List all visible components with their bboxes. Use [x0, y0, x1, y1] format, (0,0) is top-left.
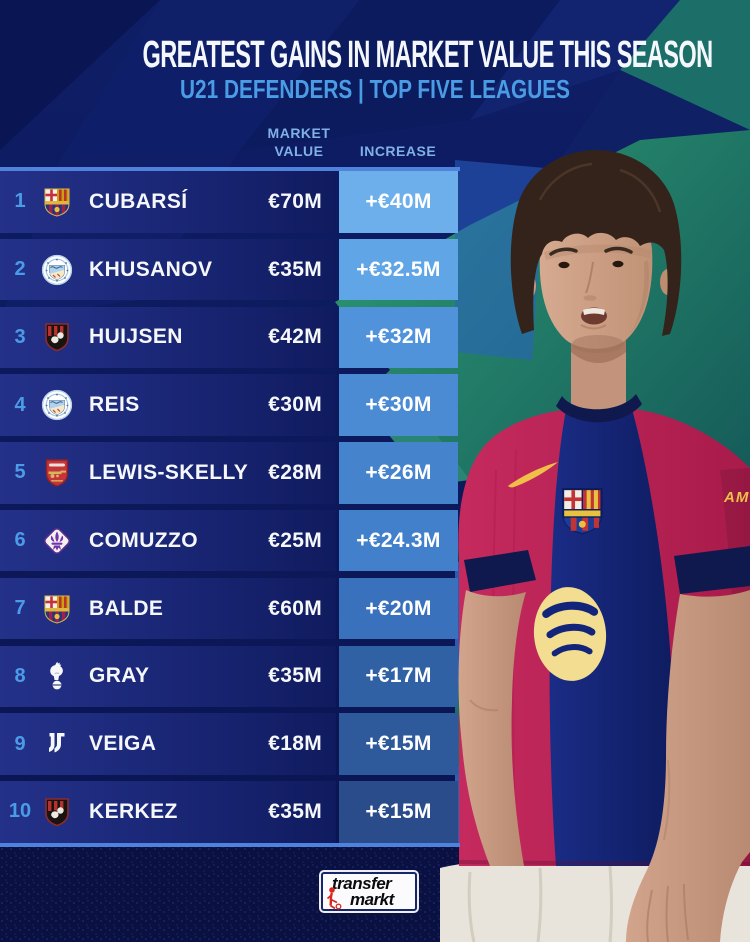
- increase-value: +€24.3M: [339, 509, 458, 572]
- player-name: GRAY: [89, 664, 150, 688]
- manchester-city-badge-icon: [40, 253, 74, 287]
- increase-value: +€40M: [339, 171, 458, 233]
- ranking-table: 1 CUBARSÍ €70M +€40M 2 KHUSANOV €35M +€3…: [0, 171, 458, 843]
- increase-value: +€32.5M: [339, 238, 458, 301]
- table-row: 2 KHUSANOV €35M +€32.5M: [0, 238, 458, 301]
- table-bottom-edge: [0, 843, 460, 847]
- table-row: 5 LEWIS-SKELLY €28M +€26M: [0, 442, 458, 504]
- market-value: €60M: [268, 596, 322, 620]
- juventus-badge-icon: [40, 727, 74, 761]
- increase-value: +€15M: [339, 713, 458, 775]
- table-row: 1 CUBARSÍ €70M +€40M: [0, 171, 458, 233]
- rank-label: 2: [14, 258, 26, 281]
- column-header-market-value: MARKET VALUE: [240, 124, 358, 160]
- afc-bournemouth-badge-icon: [40, 320, 74, 354]
- table-top-edge: [0, 167, 460, 171]
- increase-value: +€26M: [339, 442, 458, 504]
- rank-label: 7: [14, 597, 26, 620]
- player-name: VEIGA: [89, 732, 157, 756]
- rank-label: 1: [14, 190, 26, 213]
- transfermarkt-logo-line2: markt: [350, 890, 394, 909]
- increase-value: +€32M: [339, 306, 458, 369]
- transfermarkt-logo: transfer markt: [321, 872, 417, 911]
- player-name: KHUSANOV: [89, 257, 213, 281]
- rank-label: 10: [8, 800, 32, 823]
- rank-label: 9: [14, 732, 26, 755]
- player-name: REIS: [89, 393, 140, 417]
- rank-label: 4: [14, 393, 26, 416]
- market-value: €25M: [268, 528, 322, 552]
- rank-label: 8: [14, 664, 26, 687]
- rank-label: 6: [14, 529, 26, 552]
- market-value: €70M: [268, 189, 322, 213]
- manchester-city-badge-icon: [40, 388, 74, 422]
- page-subtitle: U21 DEFENDERS | TOP FIVE LEAGUES: [180, 74, 570, 104]
- market-value: €35M: [268, 664, 322, 688]
- table-row: 9 VEIGA €18M +€15M: [0, 713, 458, 775]
- tottenham-badge-icon: [40, 659, 74, 693]
- table-row: 6 COMUZZO €25M +€24.3M: [0, 509, 458, 572]
- player-name: COMUZZO: [89, 528, 198, 552]
- table-row: 8 GRAY €35M +€17M: [0, 645, 458, 708]
- svg-text:AM: AM: [723, 489, 749, 506]
- increase-value: +€15M: [339, 781, 458, 843]
- column-header-increase: INCREASE: [359, 143, 437, 159]
- market-value: €18M: [268, 732, 322, 756]
- page-title: GREATEST GAINS IN MARKET VALUE THIS SEAS…: [142, 34, 714, 76]
- player-name: KERKEZ: [89, 799, 178, 823]
- transfermarkt-player-icon: [326, 887, 342, 910]
- market-value: €28M: [268, 460, 322, 484]
- market-value: €30M: [268, 393, 322, 417]
- afc-bournemouth-badge-icon: [40, 795, 74, 829]
- rank-label: 5: [14, 461, 26, 484]
- table-row: 7 BALDE €60M +€20M: [0, 577, 458, 640]
- market-value: €42M: [268, 325, 322, 349]
- increase-value: +€17M: [339, 645, 458, 708]
- player-name: LEWIS-SKELLY: [89, 460, 249, 484]
- column-header-market-value-line2: VALUE: [274, 143, 324, 159]
- player-name: HUIJSEN: [89, 325, 183, 349]
- column-header-market-value-line1: MARKET: [267, 125, 331, 141]
- increase-value: +€20M: [339, 577, 458, 640]
- table-row: 4 REIS €30M +€30M: [0, 374, 458, 436]
- increase-value: +€30M: [339, 374, 458, 436]
- player-name: BALDE: [89, 596, 164, 620]
- table-row: 3 HUIJSEN €42M +€32M: [0, 306, 458, 369]
- market-value: €35M: [268, 799, 322, 823]
- player-name: CUBARSÍ: [89, 189, 188, 213]
- rank-label: 3: [14, 325, 26, 348]
- market-value: €35M: [268, 257, 322, 281]
- table-row: 10 KERKEZ €35M +€15M: [0, 781, 458, 843]
- transfermarkt-logo-line1: transfer: [332, 874, 392, 893]
- fc-barcelona-badge-icon: [40, 185, 74, 219]
- fiorentina-badge-icon: [40, 524, 74, 558]
- fc-barcelona-badge-icon: [40, 592, 74, 626]
- arsenal-badge-icon: [40, 456, 74, 490]
